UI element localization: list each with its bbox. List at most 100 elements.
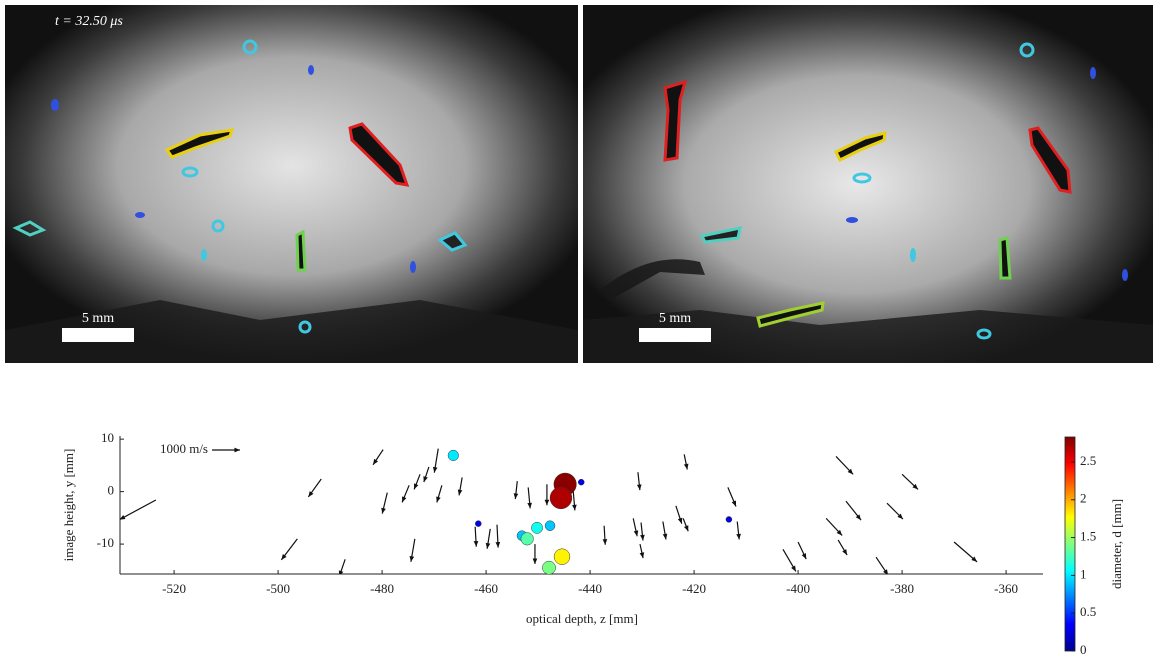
photo-right: 5 mm (583, 5, 1153, 363)
chart: optical depth, z [mm] image height, y [m… (61, 430, 1124, 657)
colorbar-tick-label: 2 (1080, 491, 1087, 506)
blob (308, 65, 314, 75)
blob (846, 217, 858, 223)
arrow-head (234, 448, 240, 453)
photo-background (5, 5, 578, 363)
photo-left: t = 32.50 μs 5 mm (5, 5, 578, 363)
arrow-head (410, 556, 415, 562)
arrow-head (545, 500, 550, 506)
arrow (474, 527, 479, 547)
sphere (726, 516, 732, 522)
arrow (414, 474, 420, 489)
arrow (527, 487, 532, 508)
x-tick-label: -380 (890, 581, 914, 596)
arrow (902, 474, 918, 489)
sphere (550, 487, 572, 509)
colorbar-tick-label: 0.5 (1080, 604, 1096, 619)
arrow (954, 542, 977, 562)
arrow (308, 479, 321, 497)
arrow (640, 523, 645, 541)
figure: t = 32.50 μs 5 mm 5 mm optical depth, z … (0, 0, 1155, 657)
x-tick-label: -500 (266, 581, 290, 596)
arrow-head (433, 467, 438, 473)
arrow (736, 522, 741, 540)
x-tick-label: -460 (474, 581, 498, 596)
arrow (836, 456, 853, 474)
colorbar-tick-label: 2.5 (1080, 453, 1096, 468)
sphere (448, 450, 459, 461)
arrow (486, 529, 491, 549)
blob (1122, 269, 1128, 281)
arrow (381, 493, 387, 514)
arrow-head (678, 518, 682, 524)
arrow (633, 518, 638, 536)
colorbar-label: diameter, d [mm] (1109, 499, 1124, 589)
arrow (496, 525, 501, 548)
arrow (436, 485, 442, 502)
time-label: t = 32.50 μs (55, 14, 123, 29)
arrow-head (663, 534, 668, 540)
arrow (663, 522, 668, 540)
arrow (423, 467, 429, 482)
arrow (676, 506, 682, 524)
y-axis-label: image height, y [mm] (61, 449, 76, 562)
arrow (433, 449, 438, 473)
arrow (281, 539, 297, 560)
arrow (119, 500, 155, 520)
arrow (458, 477, 463, 495)
blob (201, 249, 207, 261)
colorbar (1065, 437, 1075, 651)
colorbar-tick-label: 1.5 (1080, 529, 1096, 544)
arrow (603, 526, 608, 545)
colorbar-tick-label: 1 (1080, 566, 1087, 581)
arrow-shaft (119, 500, 155, 520)
arrow (545, 484, 550, 505)
outline (1000, 238, 1010, 278)
y-tick-label: 0 (108, 483, 115, 498)
sphere (554, 549, 570, 565)
arrow-head (684, 464, 689, 470)
arrow-head (474, 541, 479, 547)
blob (1090, 67, 1096, 79)
x-tick-label: -520 (162, 581, 186, 596)
arrow (846, 501, 861, 520)
quiver-key-label: 1000 m/s (160, 441, 208, 456)
arrow (683, 518, 688, 531)
scale-label: 5 mm (659, 311, 691, 326)
arrow-head (603, 539, 608, 545)
sphere (475, 521, 481, 527)
arrow (410, 539, 415, 562)
x-tick-label: -400 (786, 581, 810, 596)
y-tick-label: -10 (97, 535, 114, 550)
arrow (533, 544, 538, 564)
sphere (542, 561, 555, 574)
arrow-head (496, 542, 501, 548)
x-axis-label: optical depth, z [mm] (526, 611, 638, 626)
arrow (887, 503, 903, 519)
outline (297, 232, 305, 270)
arrow (640, 544, 645, 558)
arrow (728, 487, 736, 506)
arrow-head (339, 570, 343, 576)
arrow (402, 485, 409, 502)
sphere (531, 522, 542, 533)
arrow (876, 557, 888, 575)
arrow (373, 450, 383, 465)
blob (410, 261, 416, 273)
blob (51, 99, 59, 111)
sphere (545, 521, 555, 531)
sphere (521, 533, 534, 546)
page: {"images": [{"time_label": "t = 32.50 μs… (0, 0, 1155, 657)
arrow (783, 549, 796, 571)
x-tick-label: -360 (994, 581, 1018, 596)
arrow-head (684, 525, 688, 531)
arrow (637, 472, 642, 490)
arrow (826, 518, 842, 535)
blob (135, 212, 145, 218)
x-tick-label: -420 (682, 581, 706, 596)
arrow-head (402, 496, 406, 502)
arrow (838, 540, 847, 555)
arrow-head (414, 483, 418, 489)
arrow-head (458, 490, 463, 496)
arrow-head (373, 459, 378, 465)
